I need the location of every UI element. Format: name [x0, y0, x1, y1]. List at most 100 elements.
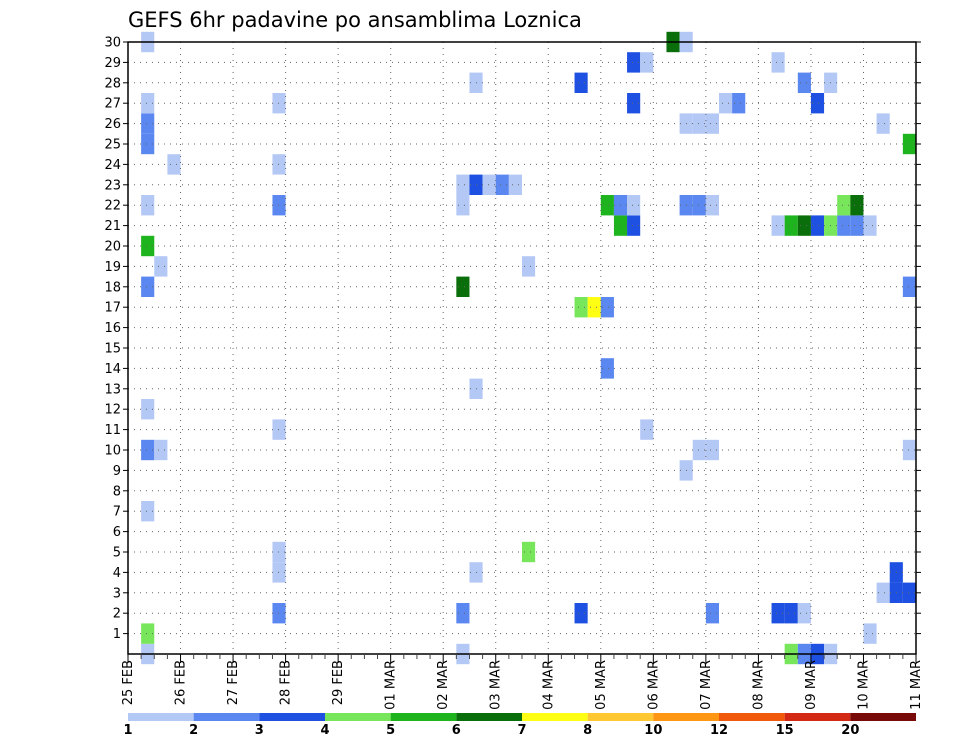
- colorbar-segment: [456, 713, 522, 721]
- y-tick-label: 9: [113, 464, 121, 479]
- y-tick-label: 30: [104, 36, 121, 51]
- data-cell: [600, 297, 614, 318]
- colorbar-label: 7: [517, 723, 526, 738]
- colorbar-segment: [390, 713, 457, 721]
- colorbar-label: 20: [841, 723, 859, 738]
- y-tick-label: 16: [104, 321, 121, 336]
- x-tick-label: 26 FEB: [174, 660, 189, 705]
- colorbar-segment: [259, 713, 325, 721]
- colorbar-label: 1: [123, 723, 132, 738]
- data-cell: [797, 72, 811, 93]
- data-cell: [154, 256, 168, 277]
- x-axis: 25 FEB 26 FEB 27 FEB 28 FEB 29 FEB 01 MAR 02 M…: [121, 654, 924, 710]
- y-tick-label: 17: [104, 301, 121, 316]
- x-tick-label: 28 FEB: [279, 660, 294, 705]
- y-tick-label: 12: [104, 403, 121, 418]
- data-cell: [495, 174, 509, 195]
- y-tick-label: 2: [113, 607, 121, 622]
- data-cell: [141, 113, 155, 134]
- y-tick-label: 27: [104, 97, 121, 112]
- y-tick-label: 24: [104, 158, 121, 173]
- data-cell: [272, 541, 286, 563]
- colorbar-label: 12: [710, 723, 728, 738]
- y-tick-label: 25: [104, 138, 121, 153]
- y-tick-label: 3: [113, 586, 121, 601]
- y-tick-label: 11: [104, 423, 121, 438]
- data-cell: [837, 215, 851, 236]
- data-cell: [522, 541, 536, 563]
- data-cell: [771, 603, 785, 624]
- colorbar-segment: [784, 713, 851, 721]
- colorbar-segment: [325, 713, 391, 721]
- x-tick-label: 02 MAR: [436, 660, 451, 710]
- data-cell: [627, 215, 641, 236]
- data-cell: [574, 603, 588, 624]
- data-cell: [522, 256, 536, 277]
- data-cell: [141, 623, 155, 644]
- data-cell: [574, 297, 588, 318]
- data-cell: [719, 93, 733, 114]
- x-tick-label: 04 MAR: [541, 660, 556, 710]
- x-tick-label: 05 MAR: [594, 660, 609, 710]
- data-cell: [850, 215, 864, 236]
- data-cell: [456, 603, 470, 624]
- chart-title: GEFS 6hr padavine po ansamblima Loznica: [128, 8, 582, 32]
- colorbar-segment: [653, 713, 719, 721]
- colorbar: 1 2 3 4 5 6 7 8 10 12 15 20: [123, 713, 916, 738]
- data-cell: [692, 195, 706, 216]
- data-cell: [154, 439, 168, 461]
- data-cell: [705, 439, 719, 461]
- y-tick-label: 13: [104, 382, 121, 397]
- colorbar-segment: [719, 713, 785, 721]
- colorbar-label: 2: [189, 723, 198, 738]
- data-cell: [732, 93, 746, 114]
- data-cell: [692, 439, 706, 461]
- y-tick-label: 10: [104, 444, 121, 459]
- data-cell: [902, 582, 916, 603]
- data-cell: [272, 562, 286, 583]
- colorbar-label: 4: [320, 723, 329, 738]
- data-cell: [863, 623, 877, 644]
- y-tick-label: 22: [104, 199, 121, 214]
- y-tick-label: 26: [104, 117, 121, 132]
- data-cell: [771, 215, 785, 236]
- data-cell: [141, 399, 155, 420]
- data-cell: [902, 133, 916, 155]
- data-cell: [141, 501, 155, 522]
- data-cell: [784, 215, 798, 236]
- x-tick-label: 09 MAR: [804, 660, 819, 710]
- colorbar-segment: [193, 713, 260, 721]
- data-cell: [167, 154, 181, 175]
- data-cell: [902, 439, 916, 461]
- x-tick-label: 06 MAR: [646, 660, 661, 710]
- y-tick-label: 14: [104, 362, 121, 377]
- data-cell: [627, 195, 641, 216]
- colorbar-label: 10: [644, 723, 662, 738]
- y-tick-label: 7: [113, 505, 121, 520]
- y-tick-label: 5: [113, 546, 121, 561]
- data-cell: [456, 195, 470, 216]
- data-cell: [876, 582, 890, 603]
- data-cell: [863, 215, 877, 236]
- colorbar-label: 3: [255, 723, 264, 738]
- data-cell: [837, 195, 851, 216]
- data-cell: [272, 154, 286, 175]
- data-cell: [705, 113, 719, 134]
- data-cell: [141, 439, 155, 461]
- data-cell: [876, 113, 890, 134]
- y-tick-label: 15: [104, 342, 121, 357]
- data-cell: [771, 52, 785, 73]
- data-cells: [141, 31, 916, 665]
- x-tick-label: 27 FEB: [226, 660, 241, 705]
- y-tick-label: 6: [113, 525, 121, 540]
- colorbar-label: 6: [452, 723, 461, 738]
- y-tick-label: 23: [104, 178, 121, 193]
- data-cell: [692, 113, 706, 134]
- data-cell: [784, 603, 798, 624]
- data-cell: [141, 133, 155, 155]
- x-tick-label: 07 MAR: [699, 660, 714, 710]
- y-tick-label: 18: [104, 280, 121, 295]
- data-cell: [141, 93, 155, 114]
- data-cell: [482, 174, 496, 195]
- data-cell: [627, 93, 641, 114]
